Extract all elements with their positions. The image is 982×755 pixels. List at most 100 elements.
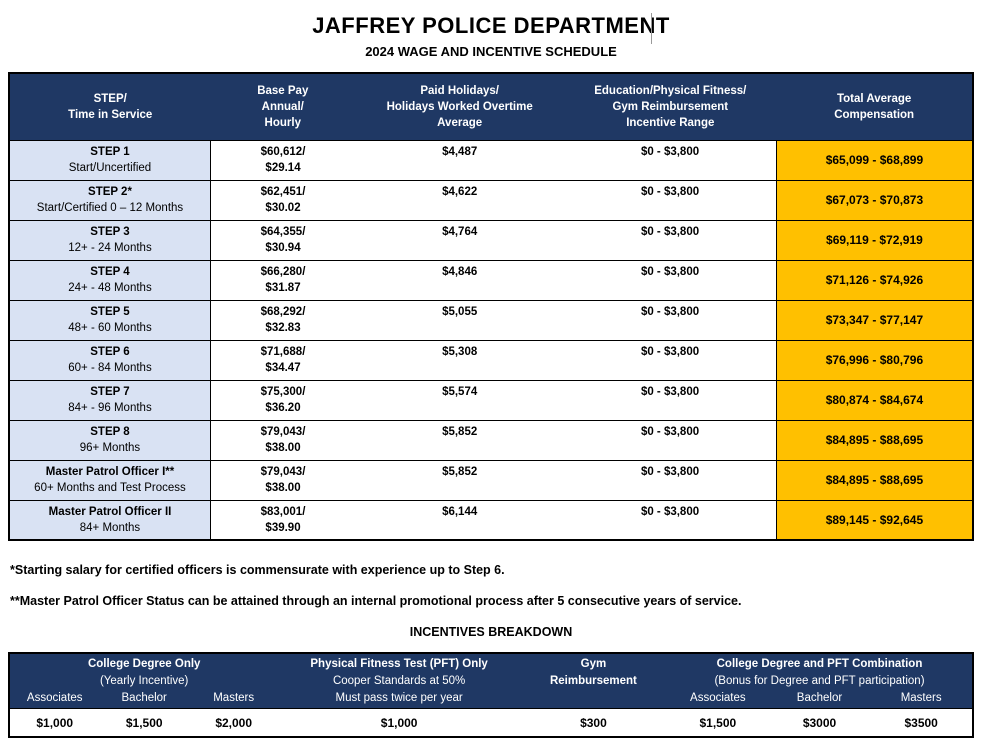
step-label: STEP 1	[90, 145, 130, 158]
cell-incentive-range: $0 - $3,800	[564, 339, 777, 380]
incentive-range-value: $0 - $3,800	[640, 145, 700, 158]
base-pay-hourly: $38.00	[265, 442, 301, 454]
header-line: Paid Holidays/	[420, 84, 499, 97]
wage-table-row: Master Patrol Officer II 84+ Months $83,00…	[9, 499, 973, 540]
incentive-range-value: $0 - $3,800	[640, 185, 700, 198]
wage-col-header-holidays: Paid Holidays/Holidays Worked Overtime Av…	[355, 73, 565, 140]
cell-incentive-range: $0 - $3,800	[564, 299, 777, 340]
cell-total-compensation: $80,874 - $84,674	[775, 379, 973, 420]
time-in-service-label: 84+ Months	[79, 522, 141, 534]
incentive-value: $1,000	[380, 715, 418, 730]
cell-step: STEP 5 48+ - 60 Months	[9, 299, 211, 340]
cell-holidays: $5,852	[355, 419, 565, 460]
holidays-value: $5,852	[442, 425, 478, 438]
base-pay-hourly: $38.00	[265, 482, 301, 494]
incentive-value: $300	[580, 715, 607, 730]
wage-table-row: STEP 2* Start/Certified 0 – 12 Months $62,…	[9, 179, 973, 220]
incentive-group-gym-reimbursement: Gym Reimbursement	[520, 656, 667, 707]
wage-col-header-education: Education/Physical Fitness/Gym Reimburse…	[564, 73, 777, 140]
cell-total-compensation: $76,996 - $80,796	[775, 339, 973, 380]
incentive-range-value: $0 - $3,800	[640, 425, 700, 438]
cell-holidays: $4,846	[355, 259, 565, 300]
time-in-service-label: Start/Uncertified	[68, 162, 152, 174]
cell-step: STEP 8 96+ Months	[9, 419, 211, 460]
cell-step: STEP 7 84+ - 96 Months	[9, 379, 211, 420]
page-title: JAFFREY POLICE DEPARTMENT	[312, 13, 670, 38]
holidays-value: $4,764	[442, 225, 478, 238]
header-line: Gym Reimbursement	[612, 100, 729, 113]
subcolumn-label: Associates	[26, 692, 83, 704]
base-pay-annual: $68,292/	[260, 305, 306, 318]
step-label: STEP 3	[90, 225, 130, 238]
wage-col-header-base-pay: Base Pay Annual/Hourly	[210, 73, 356, 140]
header-line: STEP/	[93, 92, 127, 105]
header-line: Compensation	[834, 108, 915, 121]
base-pay-hourly: $32.83	[265, 322, 301, 334]
incentive-group-college-degree-only: College Degree Only (Yearly Incentive) Ass…	[10, 656, 278, 707]
cell-base-pay: $79,043/ $38.00	[210, 419, 356, 460]
base-pay-annual: $71,688/	[260, 345, 306, 358]
wage-schedule-table: STEP/Time in Service Base Pay Annual/Hourl…	[8, 72, 974, 541]
group-subtitle-line: (Bonus for Degree and PFT participation)	[714, 675, 925, 687]
time-in-service-label: 24+ - 48 Months	[68, 282, 152, 294]
wage-table-row: STEP 1 Start/Uncertified $60,612/ $29.14 $4,…	[9, 139, 973, 180]
incentive-value-group-degree-and-pft-combination: $1,500 $3000 $3500	[667, 716, 972, 730]
holidays-value: $5,308	[442, 345, 478, 358]
base-pay-annual: $66,280/	[260, 265, 306, 278]
base-pay-annual: $79,043/	[260, 465, 306, 478]
cell-incentive-range: $0 - $3,800	[564, 499, 777, 540]
cell-total-compensation: $73,347 - $77,147	[775, 299, 973, 340]
incentive-range-value: $0 - $3,800	[640, 385, 700, 398]
base-pay-hourly: $29.14	[265, 162, 301, 174]
cell-base-pay: $60,612/ $29.14	[210, 139, 356, 180]
cell-step: STEP 3 12+ - 24 Months	[9, 219, 211, 260]
cell-total-compensation: $89,145 - $92,645	[775, 499, 973, 540]
wage-table-row: STEP 7 84+ - 96 Months $75,300/ $36.20 $5,57…	[9, 379, 973, 420]
base-pay-hourly: $30.02	[265, 202, 301, 214]
cell-total-compensation: $84,895 - $88,695	[775, 459, 973, 500]
cell-incentive-range: $0 - $3,800	[564, 259, 777, 300]
footnote-step6: *Starting salary for certified officers …	[10, 563, 505, 577]
holidays-value: $5,852	[442, 465, 478, 478]
cell-base-pay: $83,001/ $39.90	[210, 499, 356, 540]
header-line: Holidays Worked Overtime	[386, 100, 533, 113]
incentive-value-group-gym-reimbursement: $300	[520, 716, 667, 730]
holidays-value: $6,144	[442, 505, 478, 518]
holidays-value: $4,622	[442, 185, 478, 198]
cell-incentive-range: $0 - $3,800	[564, 419, 777, 460]
step-label: STEP 5	[90, 305, 130, 318]
group-title-line: College Degree and PFT Combination	[716, 658, 923, 670]
incentive-value: $3000	[802, 715, 837, 730]
group-subtitle-line: Must pass twice per year	[335, 692, 463, 704]
step-label: STEP 8	[90, 425, 130, 438]
time-in-service-label: 48+ - 60 Months	[68, 322, 152, 334]
cell-holidays: $5,574	[355, 379, 565, 420]
time-in-service-label: 84+ - 96 Months	[68, 402, 152, 414]
title-caret-line	[651, 13, 652, 44]
incentives-header-row: College Degree Only (Yearly Incentive) Ass…	[10, 654, 972, 708]
subcolumn-label: Masters	[900, 692, 942, 704]
cell-base-pay: $75,300/ $36.20	[210, 379, 356, 420]
group-title-line: College Degree Only	[87, 658, 201, 670]
header-line: Education/Physical Fitness/	[594, 84, 747, 97]
holidays-value: $5,574	[442, 385, 478, 398]
group-title-line: Gym	[580, 658, 607, 670]
header-line: Hourly	[264, 116, 301, 129]
cell-step: Master Patrol Officer II 84+ Months	[9, 499, 211, 540]
time-in-service-label: 96+ Months	[79, 442, 141, 454]
cell-total-compensation: $84,895 - $88,695	[775, 419, 973, 460]
incentives-heading: INCENTIVES BREAKDOWN	[409, 625, 573, 639]
subcolumn-label: Bachelor	[796, 692, 843, 704]
base-pay-annual: $79,043/	[260, 425, 306, 438]
header-line: Annual/	[261, 100, 304, 113]
cell-holidays: $5,055	[355, 299, 565, 340]
cell-step: STEP 1 Start/Uncertified	[9, 139, 211, 180]
time-in-service-label: 60+ Months and Test Process	[34, 482, 186, 494]
subcolumn-label: Masters	[213, 692, 255, 704]
incentive-value-group-college-degree-only: $1,000 $1,500 $2,000	[10, 716, 278, 730]
cell-total-compensation: $65,099 - $68,899	[775, 139, 973, 180]
header-line: Time in Service	[68, 108, 153, 121]
cell-holidays: $5,308	[355, 339, 565, 380]
header-line: Base Pay	[257, 84, 309, 97]
header-line: Total Average	[836, 92, 912, 105]
